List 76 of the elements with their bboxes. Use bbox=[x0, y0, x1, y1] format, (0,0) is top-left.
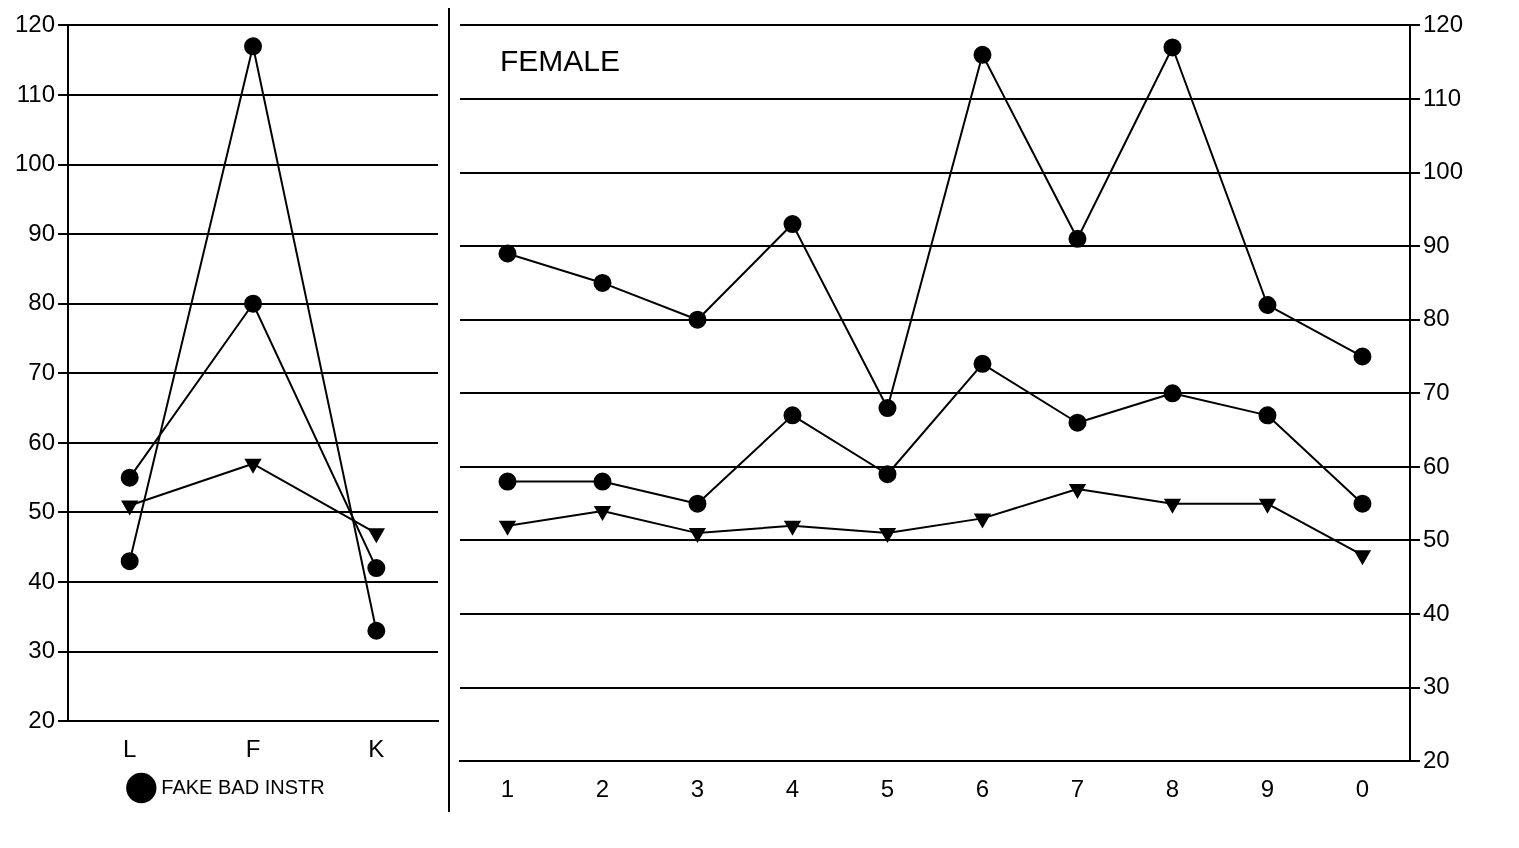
point bbox=[973, 45, 992, 64]
point bbox=[498, 472, 517, 491]
legend-label: FAKE BAD INSTR bbox=[161, 775, 325, 798]
x-tick-label: 9 bbox=[1260, 775, 1275, 803]
x-tick-label: 3 bbox=[690, 775, 705, 803]
y-tick-label: 90 bbox=[1422, 230, 1450, 258]
y-tick-label: 120 bbox=[15, 10, 56, 38]
point bbox=[245, 458, 261, 473]
y-tick-label: 70 bbox=[1422, 377, 1450, 405]
x-tick-label: 5 bbox=[880, 775, 895, 803]
y-tick-label: 50 bbox=[28, 497, 56, 525]
point bbox=[1354, 550, 1371, 565]
point bbox=[1163, 38, 1182, 57]
point bbox=[244, 294, 263, 313]
point bbox=[120, 552, 139, 571]
y-tick-label: 60 bbox=[1422, 451, 1450, 479]
point bbox=[1163, 384, 1182, 403]
point bbox=[973, 354, 992, 373]
y-tick-label: 80 bbox=[28, 288, 56, 316]
x-tick-label: 0 bbox=[1355, 775, 1370, 803]
x-tick-label: 6 bbox=[975, 775, 990, 803]
y-tick-label: 50 bbox=[1422, 525, 1450, 553]
point bbox=[1068, 229, 1087, 248]
y-tick-label: 20 bbox=[28, 705, 56, 733]
y-tick-label: 20 bbox=[1422, 745, 1450, 773]
point bbox=[688, 494, 707, 513]
point bbox=[1353, 347, 1372, 366]
point bbox=[1258, 406, 1277, 425]
point bbox=[1258, 296, 1277, 314]
point bbox=[367, 621, 386, 640]
x-tick-label: 7 bbox=[1070, 775, 1085, 803]
x-tick-label: 1 bbox=[500, 775, 515, 803]
point bbox=[1164, 498, 1181, 513]
point bbox=[368, 528, 385, 543]
x-tick-label: 2 bbox=[595, 775, 610, 803]
annotation: FEMALE bbox=[500, 43, 621, 77]
y-tick-label: 100 bbox=[1422, 157, 1463, 185]
point bbox=[499, 520, 516, 535]
y-tick-label: 90 bbox=[28, 218, 56, 246]
x-tick-label: F bbox=[245, 735, 261, 763]
x-tick-label: 8 bbox=[1165, 775, 1180, 803]
point bbox=[593, 472, 612, 491]
point bbox=[498, 244, 517, 263]
y-tick-label: 110 bbox=[16, 79, 56, 107]
point bbox=[367, 559, 386, 578]
point bbox=[593, 273, 612, 292]
point bbox=[121, 500, 138, 515]
point bbox=[879, 528, 896, 543]
point bbox=[594, 506, 611, 521]
point bbox=[1259, 498, 1276, 513]
point bbox=[878, 465, 897, 484]
point bbox=[244, 37, 263, 56]
point bbox=[689, 528, 706, 543]
point bbox=[784, 520, 801, 535]
point bbox=[783, 215, 802, 234]
y-tick-label: 70 bbox=[28, 357, 56, 385]
y-tick-label: 80 bbox=[1422, 304, 1450, 332]
y-tick-label: 110 bbox=[1422, 83, 1462, 111]
point bbox=[688, 310, 707, 329]
y-tick-label: 30 bbox=[28, 636, 56, 664]
x-tick-label: K bbox=[368, 735, 385, 763]
point bbox=[878, 399, 897, 418]
y-tick-label: 100 bbox=[15, 149, 56, 177]
x-tick-label: 4 bbox=[785, 775, 800, 803]
point bbox=[120, 468, 139, 487]
y-tick-label: 60 bbox=[28, 427, 56, 455]
y-tick-label: 40 bbox=[28, 566, 56, 594]
x-tick-label: L bbox=[123, 735, 137, 763]
y-tick-label: 30 bbox=[1422, 672, 1450, 700]
point bbox=[1353, 494, 1372, 513]
point bbox=[1069, 483, 1086, 498]
point bbox=[783, 406, 802, 425]
y-tick-label: 120 bbox=[1422, 10, 1463, 38]
point bbox=[974, 513, 991, 528]
y-tick-label: 40 bbox=[1422, 598, 1450, 626]
point bbox=[1068, 413, 1087, 432]
